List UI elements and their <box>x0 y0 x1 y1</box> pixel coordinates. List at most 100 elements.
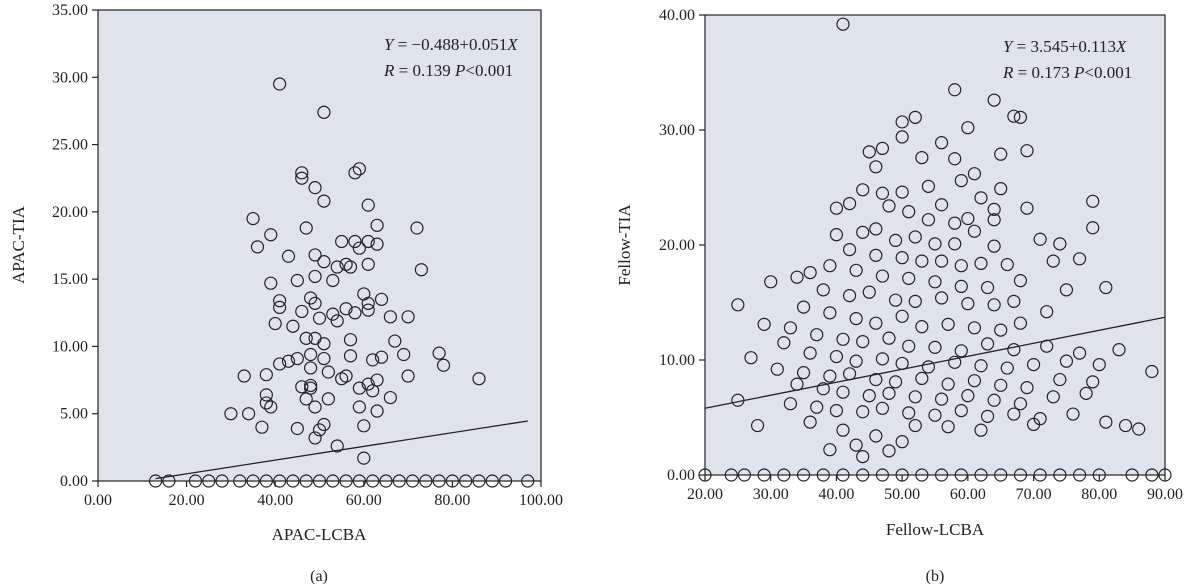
x-tick-label-b: 90.00 <box>1147 486 1183 503</box>
data-point <box>343 260 358 274</box>
data-point <box>246 211 260 226</box>
data-point <box>961 389 975 403</box>
data-point <box>401 310 415 324</box>
data-point <box>823 443 837 457</box>
data-point <box>921 213 936 227</box>
data-point <box>317 194 331 208</box>
data-point <box>237 369 251 383</box>
data-point <box>915 320 929 334</box>
data-point <box>1125 468 1139 482</box>
data-point <box>869 222 883 236</box>
y-tick-label-a: 25.00 <box>52 137 88 154</box>
data-point <box>361 257 375 271</box>
data-point <box>308 400 322 414</box>
data-point <box>317 337 331 351</box>
data-point <box>374 350 389 364</box>
x-axis-title-a: APAC-LCBA <box>272 525 368 544</box>
data-point <box>777 468 791 482</box>
data-point <box>1013 110 1028 124</box>
data-point <box>902 205 916 219</box>
y-tick-label-b: 20.00 <box>659 237 695 254</box>
data-point <box>862 145 876 159</box>
data-point <box>823 259 837 273</box>
data-point <box>304 361 318 375</box>
data-point <box>994 468 1008 482</box>
data-point <box>908 418 922 433</box>
data-point <box>869 372 883 387</box>
x-tick-label-b: 50.00 <box>884 486 920 503</box>
data-point <box>862 285 876 299</box>
data-point <box>459 474 473 488</box>
data-point <box>273 300 287 315</box>
data-point <box>1086 375 1100 389</box>
data-point <box>974 191 988 205</box>
regression-line-b <box>704 316 1166 409</box>
data-point <box>405 474 420 488</box>
data-point <box>317 105 331 119</box>
y-tick-label-b: 0.00 <box>667 467 695 484</box>
data-point <box>948 83 962 97</box>
data-point <box>370 218 384 232</box>
data-point <box>1086 194 1100 208</box>
data-point <box>419 474 433 488</box>
data-point <box>281 249 296 263</box>
data-point <box>875 352 890 366</box>
data-point <box>215 474 229 488</box>
data-point <box>869 316 883 330</box>
data-point <box>954 174 968 188</box>
data-point <box>273 294 287 308</box>
data-point <box>994 182 1008 196</box>
x-tick-label-b: 20.00 <box>687 486 723 503</box>
data-point <box>352 400 366 414</box>
data-point <box>1046 254 1060 268</box>
data-point <box>948 355 962 369</box>
y-tick-label-a: 15.00 <box>52 271 88 288</box>
data-point <box>348 166 362 180</box>
panel-a: 0.00 20.00 40.00 60.00 80.00 100.00 0.00 5.00 1… <box>9 2 563 585</box>
data-point <box>1040 305 1054 319</box>
data-point <box>330 260 344 274</box>
data-point <box>810 328 824 342</box>
data-point <box>242 407 256 421</box>
data-point <box>908 110 922 124</box>
data-point <box>326 273 340 288</box>
y-tick-label-a: 0.00 <box>60 473 88 490</box>
data-point <box>1059 283 1074 297</box>
data-point <box>842 197 857 211</box>
data-point <box>849 354 863 368</box>
data-point <box>875 186 890 200</box>
data-point <box>928 275 942 289</box>
data-point <box>1007 109 1021 123</box>
data-point <box>915 254 929 268</box>
data-point <box>295 166 309 180</box>
data-point <box>308 431 322 445</box>
data-point <box>498 474 513 488</box>
data-point <box>961 121 975 135</box>
x-axis-ticks-a: 0.00 20.00 40.00 60.00 80.00 100.00 <box>84 481 563 509</box>
data-point <box>295 171 309 185</box>
plot-area-b <box>704 14 1166 476</box>
data-point <box>757 317 771 331</box>
x-tick-label-b: 70.00 <box>1016 486 1052 503</box>
data-point <box>849 263 863 277</box>
data-point <box>317 255 331 269</box>
data-point <box>472 474 486 488</box>
data-point <box>954 404 968 418</box>
regression-line <box>704 316 1166 409</box>
data-point <box>233 474 247 488</box>
data-point <box>290 421 304 436</box>
y-tick-label-a: 5.00 <box>60 406 88 423</box>
data-point <box>829 201 844 215</box>
data-point <box>980 409 995 423</box>
data-point <box>875 269 890 283</box>
data-point <box>339 302 353 316</box>
data-point <box>1112 343 1126 357</box>
y-tick-label-a: 20.00 <box>52 204 88 221</box>
data-point <box>934 291 949 305</box>
data-point <box>1000 361 1014 375</box>
data-point <box>796 468 811 482</box>
data-point <box>987 93 1001 107</box>
y-tick-label-a: 10.00 <box>52 338 88 355</box>
data-point <box>862 389 876 403</box>
data-point <box>994 323 1008 337</box>
